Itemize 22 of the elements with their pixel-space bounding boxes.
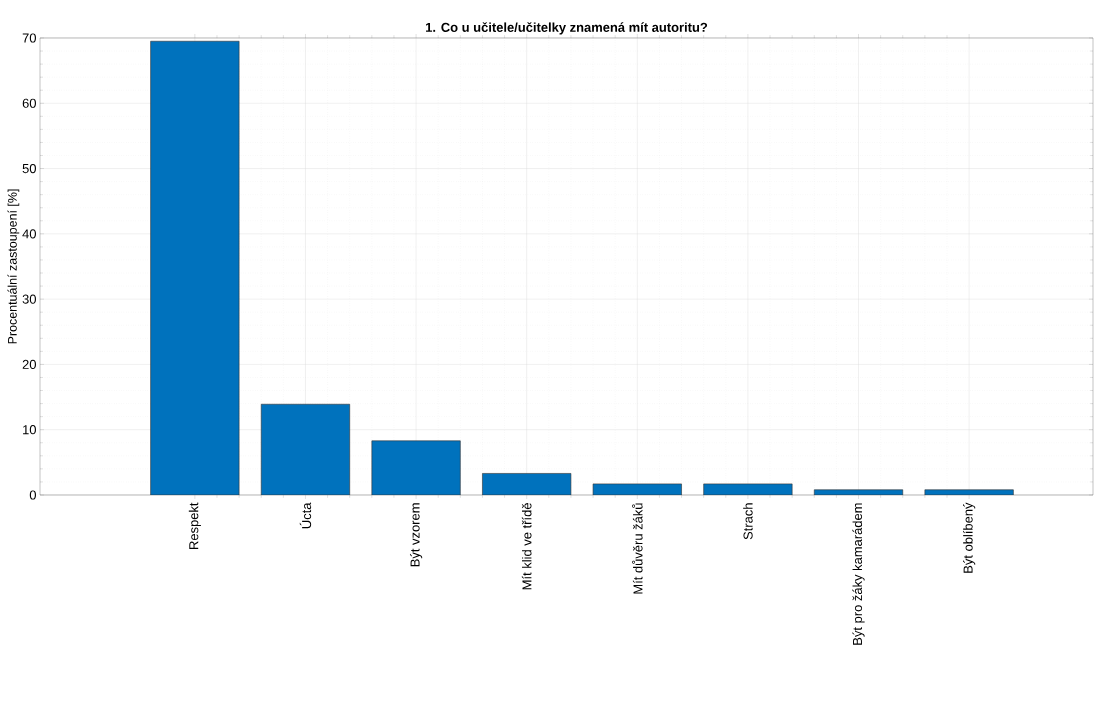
y-tick-label: 30	[22, 294, 36, 304]
x-tick-label: Být vzorem	[409, 503, 423, 567]
bar	[371, 440, 461, 495]
y-tick-label: 0	[29, 490, 36, 500]
x-tick-label: Být oblíbený	[963, 502, 976, 573]
y-tick-label: 60	[22, 98, 36, 108]
y-tick-label: 70	[22, 33, 36, 43]
x-tick-label: Respekt	[188, 502, 201, 549]
y-tick-label: 50	[22, 163, 36, 174]
x-tick-label: Být pro žáky kamarádem	[852, 503, 865, 645]
x-tick-label: Úcta	[299, 502, 312, 529]
x-tick-label: Strach	[743, 503, 753, 540]
y-tick-label: 40	[22, 229, 36, 239]
bar	[261, 404, 350, 495]
y-tick-label: 10	[23, 425, 36, 435]
y-axis-title: Procentuální zastoupení [%]	[7, 189, 20, 344]
x-tick-label: Mít důvěru žáků	[632, 503, 643, 594]
x-tick-label: Mít klid ve třídě	[521, 503, 532, 590]
y-tick-label: 20	[22, 359, 36, 369]
chart-title: 1. Co u učitele/učitelky znamená mít autoritu?	[426, 22, 708, 35]
bar	[150, 41, 240, 495]
bar	[482, 473, 571, 495]
